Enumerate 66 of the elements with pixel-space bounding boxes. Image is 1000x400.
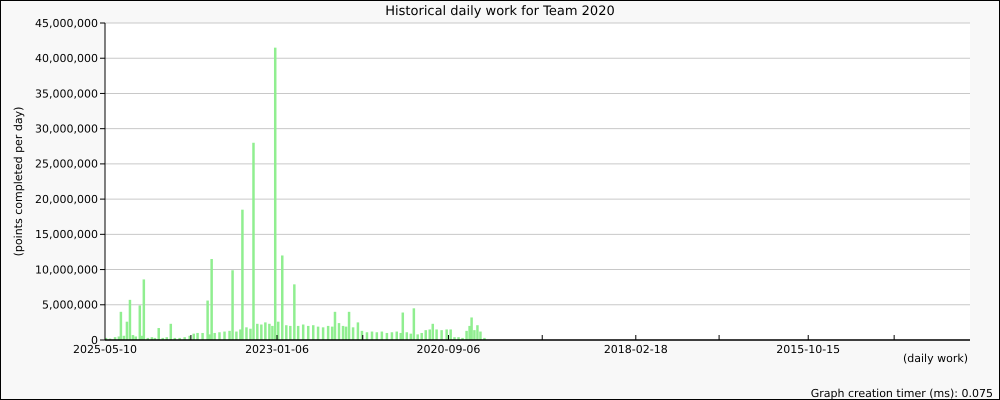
bar [231, 270, 234, 340]
bar [260, 324, 263, 340]
bar [326, 326, 330, 340]
y-tick-label: 45,000,000 [35, 16, 98, 30]
y-tick-label: 25,000,000 [35, 158, 98, 171]
bar [334, 312, 336, 340]
bar [218, 332, 221, 340]
bar [356, 322, 360, 340]
y-tick-label: 35,000,000 [35, 87, 98, 100]
bar [316, 326, 320, 340]
y-tick-label: 30,000,000 [35, 122, 98, 136]
y-tick-label: 10,000,000 [35, 263, 98, 276]
bar [241, 210, 244, 340]
x-tick-label: 2023-01-06 [245, 343, 310, 356]
bar [120, 312, 122, 340]
bar [306, 326, 310, 340]
y-tick-label: 15,000,000 [35, 228, 98, 242]
y-tick-label: 20,000,000 [35, 192, 98, 206]
y-tick-label: 5,000,000 [42, 298, 98, 312]
bar [432, 324, 434, 340]
bar [201, 332, 204, 340]
bar [128, 300, 132, 340]
bar [281, 255, 284, 340]
bar [402, 312, 404, 340]
bar [376, 332, 378, 340]
bar [268, 324, 271, 340]
y-axis-title: (points completed per day) [12, 106, 25, 256]
bar [366, 332, 368, 340]
bar [386, 332, 388, 340]
x-axis-title: (daily work) [902, 352, 968, 365]
text: Graph creation timer (ms): 0.075 [810, 387, 993, 400]
x-tick-label: 2025-05-10 [73, 343, 137, 356]
bar [302, 324, 304, 340]
bar [192, 334, 195, 340]
bar [322, 327, 324, 340]
x-tick-label: 2020-09-06 [416, 343, 480, 356]
bar [338, 323, 340, 340]
x-tick-label: 2018-02-18 [604, 343, 668, 356]
bar [449, 329, 452, 340]
bar [210, 258, 213, 340]
bar [223, 332, 226, 340]
bar [412, 308, 416, 340]
bar [470, 317, 473, 340]
bar [424, 330, 427, 340]
bar [274, 48, 276, 340]
bar [264, 322, 267, 340]
bar [170, 324, 172, 340]
bar [380, 332, 384, 340]
bar [390, 332, 394, 340]
bar [342, 326, 344, 340]
bar [142, 279, 146, 340]
bar [312, 325, 314, 340]
bar [370, 332, 374, 340]
x-tick-label: 2015-10-15 [776, 343, 840, 356]
bar [476, 325, 479, 340]
y-tick-label: 40,000,000 [35, 52, 98, 66]
bar [157, 328, 160, 340]
chart-title: Historical daily work for Team 2020 [385, 4, 615, 19]
bar [252, 142, 255, 340]
bar [348, 312, 350, 340]
bar [196, 332, 199, 340]
bar [420, 332, 423, 340]
bar [445, 329, 448, 340]
bar [293, 284, 296, 340]
bar [396, 332, 398, 340]
bar [440, 330, 443, 340]
